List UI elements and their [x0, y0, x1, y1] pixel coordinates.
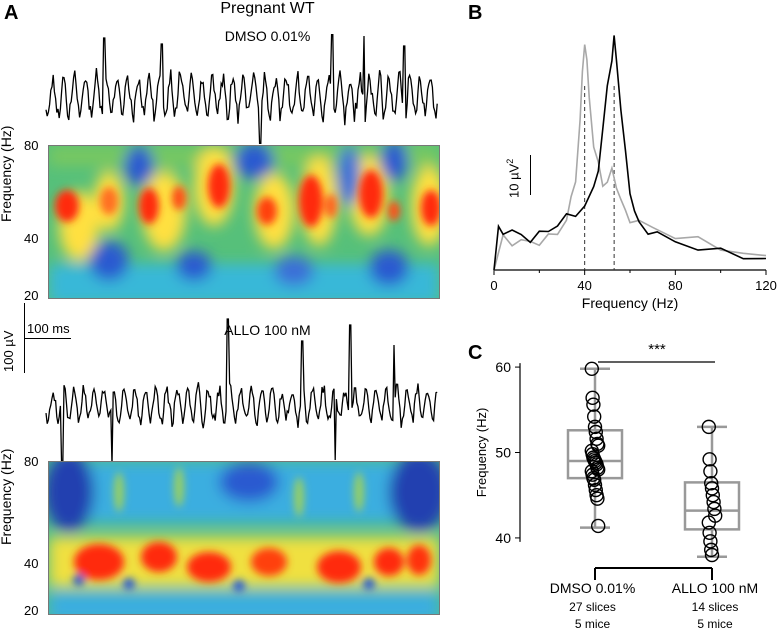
box-y-label: Frequency (Hz)	[474, 408, 489, 498]
box-y-tick-label-2: 60	[495, 359, 511, 375]
group1-mice: 5 mice	[574, 617, 611, 631]
box-0-point-5	[588, 424, 604, 440]
group2-label: ALLO 100 nM	[671, 580, 759, 596]
lfp-trace-dmso	[45, 34, 438, 144]
spec2-tick-40: 40	[24, 556, 39, 571]
box-1-point-4	[704, 481, 720, 496]
box-1-point-2	[703, 464, 718, 479]
voltage-scale-label: 100 µV	[1, 330, 16, 372]
spec1-tick-40: 40	[24, 231, 39, 246]
box-0-point-6	[589, 431, 604, 447]
voltage-scale-bar	[24, 303, 26, 373]
box-0-point-3	[586, 409, 602, 424]
box-1-point-0	[701, 419, 717, 435]
box-1-point-12	[703, 542, 719, 558]
box-1-point-6	[706, 494, 721, 510]
spec2-ylabel: Frequency (Hz)	[0, 448, 14, 545]
psd-x-tick-label-2: 80	[668, 278, 682, 293]
psd-scale-bar	[530, 155, 531, 195]
panel-a-title: Pregnant WT	[220, 0, 315, 17]
box-0-point-4	[587, 419, 603, 435]
psd-x-tick-label-3: 120	[755, 278, 777, 293]
box-1-point-9	[701, 515, 717, 530]
group2-mice: 5 mice	[697, 617, 733, 631]
box-1-point-7	[707, 501, 722, 517]
time-scale-bar	[25, 338, 71, 339]
box-y-tick-label-1: 50	[495, 445, 511, 461]
spec1-ylabel: Frequency (Hz)	[0, 125, 14, 222]
psd-scale-label: 10 µV	[506, 163, 522, 198]
box-0-point-26	[590, 518, 606, 534]
box-1-point-13	[704, 547, 720, 563]
box-0-point-2	[586, 397, 601, 412]
time-scale-label: 100 ms	[27, 321, 70, 336]
box-y-tick-label-0: 40	[495, 530, 511, 546]
psd-scale-sup: 2	[505, 158, 515, 164]
trace2-label: ALLO 100 nM	[224, 322, 311, 338]
spec1-tick-20: 20	[24, 288, 39, 303]
spectrogram-allo	[48, 461, 440, 615]
significance-stars: ***	[648, 341, 666, 358]
box-1-point-5	[705, 488, 721, 503]
panel-a-letter: A	[4, 2, 19, 24]
boxplot-chart: 40 50 60 Frequency (Hz) ***	[474, 341, 741, 580]
panel-b-letter: B	[468, 2, 483, 24]
box-1-point-3	[703, 476, 719, 491]
group1-slices: 27 slices	[569, 600, 616, 614]
box-0-point-17	[590, 462, 606, 477]
lfp-trace-allo	[45, 318, 438, 466]
box-0-point-22	[587, 477, 603, 493]
box-1-point-1	[702, 452, 717, 467]
box-0-point-1	[585, 390, 600, 406]
box-0-point-25	[590, 491, 605, 506]
spec2-tick-80: 80	[24, 454, 39, 469]
trace1-label: DMSO 0.01%	[224, 28, 311, 44]
box-0-point-21	[586, 472, 602, 488]
spec1-tick-80: 80	[24, 138, 39, 153]
psd-series-dmso-0-01-	[493, 35, 767, 271]
spectrogram-dmso	[48, 145, 440, 299]
box-1-point-10	[702, 525, 717, 540]
group1-label: DMSO 0.01%	[549, 580, 636, 596]
box-0-point-0	[584, 361, 600, 376]
panel-c-letter: C	[468, 342, 483, 364]
psd-x-label: Frequency (Hz)	[582, 295, 678, 311]
group2-slices: 14 slices	[691, 600, 739, 614]
box-0-point-23	[588, 482, 604, 498]
psd-x-tick-label-0: 0	[490, 278, 497, 293]
spec2-tick-20: 20	[24, 603, 39, 618]
power-spectrum-chart: 0 40 80 120 Frequency (Hz)	[490, 35, 777, 311]
psd-x-tick-label-1: 40	[577, 278, 591, 293]
box-1-point-11	[703, 534, 718, 549]
psd-series-allo-100-nm	[493, 44, 767, 271]
